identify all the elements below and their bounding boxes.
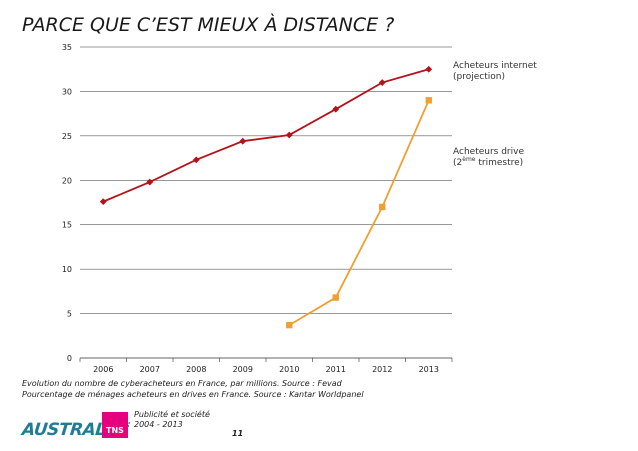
series-label-internet: Acheteurs internet (projection) [453,61,563,83]
drive-label-open: (2 [453,158,463,168]
y-axis-ticks: 0 5 10 15 20 25 30 35 [62,43,72,363]
y-tick-label: 5 [67,310,72,319]
series-line-drive [288,99,430,326]
x-tick-label: 2009 [233,365,253,374]
footer-sub-line2: 2004 - 2013 [134,420,183,429]
data-point-internet [146,178,154,186]
chart-caption: Evolution du nombre de cyberacheteurs en… [22,378,364,400]
data-point-internet [378,79,386,86]
data-point-internet [99,198,107,206]
data-point-drive [286,321,293,329]
series-label-internet-line2: (projection) [453,72,505,82]
data-point-internet [332,105,340,113]
x-tick-label: 2013 [419,365,439,374]
y-tick-label: 30 [62,87,72,96]
x-axis-ticks: 2006 2007 2008 2009 2010 2011 2012 2013 [79,358,453,374]
footer-sub-line1: Publicité et société [134,410,210,419]
page-number: 11 [232,429,244,438]
series-label-drive: Acheteurs drive (2ème trimestre) [453,147,563,169]
y-tick-label: 15 [62,221,72,230]
data-point-internet [285,131,293,139]
series-label-drive-line2: (2ème trimestre) [453,156,563,169]
y-tick-label: 35 [62,43,72,52]
series-label-drive-line1: Acheteurs drive [453,147,524,157]
footer-subtitle: Publicité et société 2004 - 2013 [134,410,210,430]
series-label-internet-line1: Acheteurs internet [453,61,537,71]
data-point-internet [192,156,200,164]
x-tick-label: 2012 [372,365,392,374]
y-tick-label: 10 [62,265,72,274]
tns-logo-text: TNS [106,426,124,435]
x-tick-label: 2011 [326,365,346,374]
data-point-drive [425,97,432,104]
chart-series [99,65,433,329]
data-point-internet [239,137,247,145]
drive-label-sup: ème [462,156,476,163]
x-tick-label: 2007 [140,365,160,374]
data-point-drive [332,294,339,301]
x-tick-label: 2006 [93,365,113,374]
chart-grid [80,46,452,359]
data-point-drive [379,203,386,211]
caption-line-1: Evolution du nombre de cyberacheteurs en… [22,379,342,388]
y-tick-label: 20 [62,176,72,185]
caption-line-2: Pourcentage de ménages acheteurs en driv… [22,390,364,399]
drive-label-rest: trimestre) [475,158,524,168]
tns-logo: TNS [102,412,128,438]
x-tick-label: 2008 [186,365,206,374]
y-tick-label: 25 [62,132,72,141]
x-tick-label: 2010 [279,365,299,374]
page-title: PARCE QUE C’EST MIEUX À DISTANCE ? [22,14,395,36]
series-line-internet [102,68,429,203]
y-tick-label: 0 [67,354,72,363]
data-point-internet [425,65,433,73]
